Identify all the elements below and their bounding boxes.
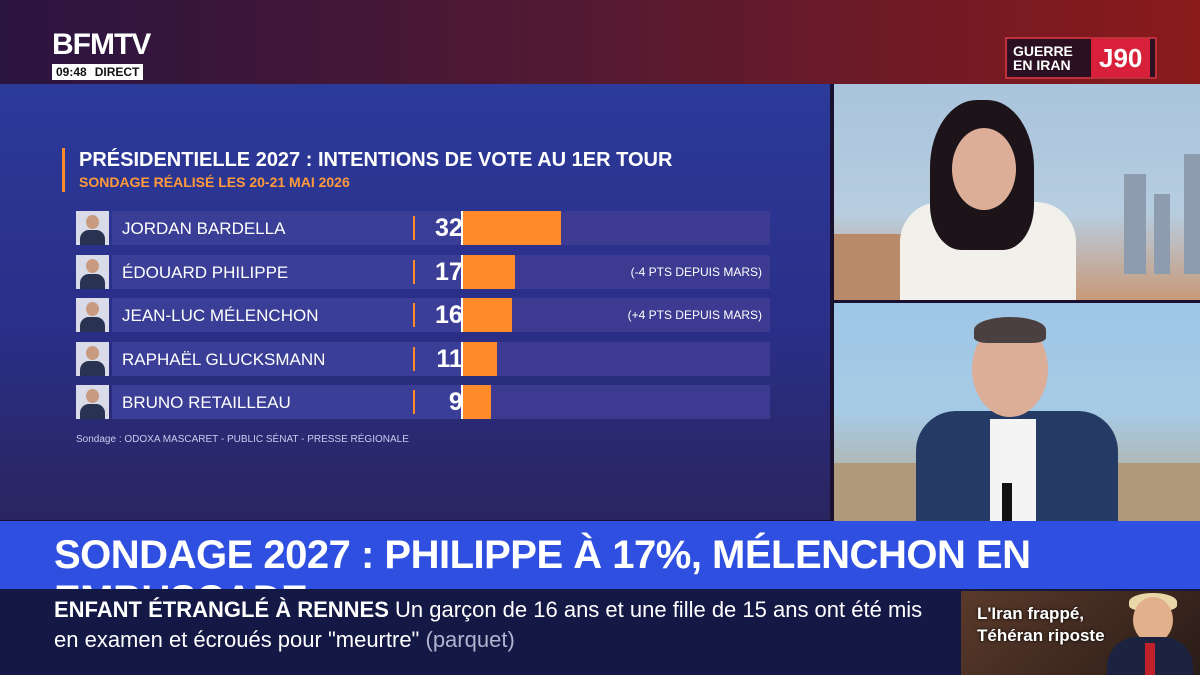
candidate-bar — [463, 342, 497, 376]
topic-badge: GUERRE EN IRAN J90 — [1005, 37, 1157, 79]
bar-track — [461, 342, 770, 376]
candidate-suit — [80, 404, 105, 419]
headline-banner: SONDAGE 2027 : PHILIPPE À 17%, MÉLENCHON… — [0, 521, 1200, 622]
bar-track: (-4 PTS DEPUIS MARS) — [461, 255, 770, 289]
candidate-suit — [80, 361, 105, 376]
time-label: 09:48 — [56, 65, 87, 79]
candidate-name: BRUNO RETAILLEAU — [122, 393, 291, 412]
topic-badge-text: GUERRE EN IRAN — [1013, 43, 1073, 73]
chart-title: PRÉSIDENTIELLE 2027 : INTENTIONS DE VOTE… — [79, 149, 673, 171]
candidate-suit — [80, 274, 105, 289]
value-separator — [413, 347, 415, 371]
candidate-trend-note: (+4 PTS DEPUIS MARS) — [627, 308, 762, 322]
candidate-head — [86, 302, 99, 316]
ticker-text: Un garçon de 16 ans et une fille de 15 a… — [54, 597, 923, 652]
candidate-bar — [463, 298, 512, 332]
candidate-photo — [76, 342, 109, 376]
candidate-name: RAPHAËL GLUCKSMANN — [122, 350, 326, 369]
chart-source: Sondage : ODOXA MASCARET - PUBLIC SÉNAT … — [76, 434, 409, 445]
bar-track: (+4 PTS DEPUIS MARS) — [461, 298, 770, 332]
camera-feed-guest — [834, 303, 1200, 521]
value-separator — [413, 303, 415, 327]
promo-text: L'Iran frappé, Téhéran riposte — [977, 604, 1105, 645]
candidate-head — [86, 389, 99, 403]
candidate-bar — [463, 211, 561, 245]
top-bar: BFMTV 09:48 DIRECT GUERRE EN IRAN J90 — [0, 0, 1200, 84]
promo-tile[interactable]: L'Iran frappé, Téhéran riposte — [961, 591, 1200, 675]
chart-title-block: PRÉSIDENTIELLE 2027 : INTENTIONS DE VOTE… — [62, 148, 672, 192]
bar-track — [461, 385, 770, 419]
candidate-suit — [80, 230, 105, 245]
candidate-head — [86, 346, 99, 360]
ticker-text-block: ENFANT ÉTRANGLÉ À RENNES Un garçon de 16… — [54, 595, 944, 655]
candidate-suit — [80, 317, 105, 332]
candidate-trend-note: (-4 PTS DEPUIS MARS) — [630, 265, 762, 279]
candidate-head — [86, 215, 99, 229]
candidate-bar — [463, 255, 515, 289]
candidate-photo — [76, 255, 109, 289]
candidate-name: ÉDOUARD PHILIPPE — [122, 263, 289, 282]
candidate-head — [86, 259, 99, 273]
live-label: DIRECT — [94, 65, 140, 79]
channel-logo: BFMTV — [52, 28, 151, 61]
candidate-name: JEAN-LUC MÉLENCHON — [122, 306, 319, 325]
promo-person-head — [1133, 597, 1173, 643]
clock-badge: 09:48 DIRECT — [52, 64, 144, 80]
day-badge: J90 — [1091, 39, 1151, 77]
camera-feed-presenter — [834, 84, 1200, 300]
candidate-photo — [76, 211, 109, 245]
promo-person-tie — [1145, 643, 1155, 675]
value-separator — [413, 216, 415, 240]
candidate-photo — [76, 298, 109, 332]
ticker-source: (parquet) — [425, 627, 515, 652]
candidate-name: JORDAN BARDELLA — [122, 219, 286, 238]
bar-track — [461, 211, 770, 245]
candidate-bar — [463, 385, 491, 419]
chart-subtitle: SONDAGE RÉALISÉ LES 20-21 MAI 2026 — [79, 174, 350, 190]
value-separator — [413, 260, 415, 284]
value-separator — [413, 390, 415, 414]
candidate-photo — [76, 385, 109, 419]
ticker-lead: ENFANT ÉTRANGLÉ À RENNES — [54, 597, 389, 622]
